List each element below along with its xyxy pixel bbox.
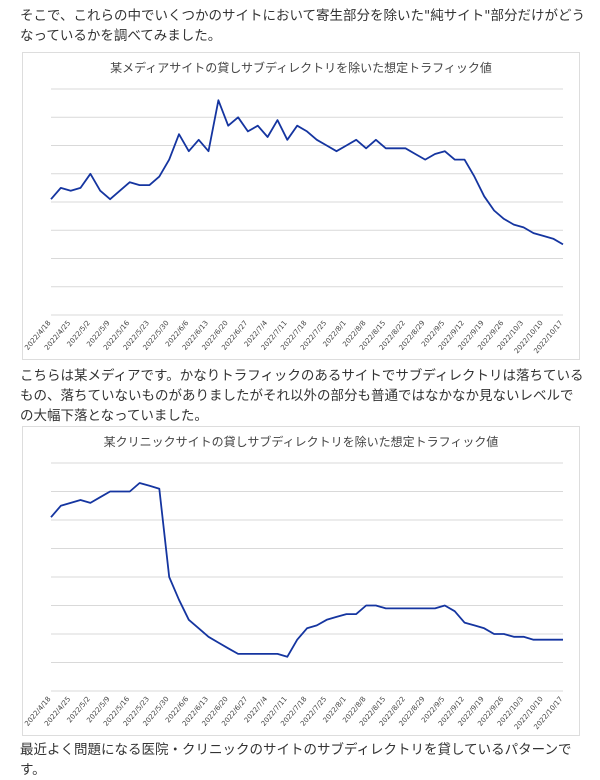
chart-box: 某クリニックサイトの貸しサブディレクトリを除いた想定トラフィック値 2022/4/… (22, 426, 580, 736)
paragraph: こちらは某メディアです。かなりトラフィックのあるサイトでサブディレクトリは落ちて… (20, 368, 584, 424)
line (50, 99, 564, 246)
line (50, 482, 563, 658)
chart-title: 某メディアサイトの貸しサブディレクトリを除いた想定トラフィック値 (110, 60, 492, 75)
chart-title: 某クリニックサイトの貸しサブディレクトリを除いた想定トラフィック値 (104, 434, 499, 449)
chart: 某クリニックサイトの貸しサブディレクトリを除いた想定トラフィック値2022/4/… (23, 434, 564, 731)
paragraph: 最近よく問題になる医院・クリニックのサイトのサブディレクトリを貸しているパターン… (20, 742, 572, 778)
paragraph: そこで、これらの中でいくつかのサイトにおいて寄生部分を除いた"純サイト"部分だけ… (20, 8, 585, 44)
chart: 某メディアサイトの貸しサブディレクトリを除いた想定トラフィック値2022/4/1… (23, 60, 564, 355)
chart-box: 某メディアサイトの貸しサブディレクトリを除いた想定トラフィック値 2022/4/1… (22, 52, 580, 360)
page: そこで、これらの中でいくつかのサイトにおいて寄生部分を除いた"純サイト"部分だけ… (20, 8, 585, 778)
